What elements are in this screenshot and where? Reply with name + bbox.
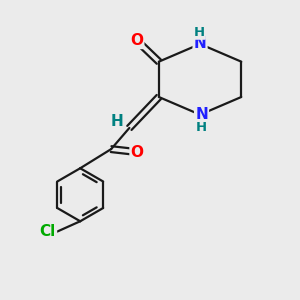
Text: O: O: [130, 145, 143, 160]
Text: N: N: [195, 107, 208, 122]
Text: N: N: [194, 37, 206, 52]
Text: H: H: [111, 114, 123, 129]
Text: O: O: [130, 33, 143, 48]
Text: H: H: [196, 121, 207, 134]
Text: Cl: Cl: [40, 224, 56, 239]
Text: H: H: [194, 26, 205, 39]
